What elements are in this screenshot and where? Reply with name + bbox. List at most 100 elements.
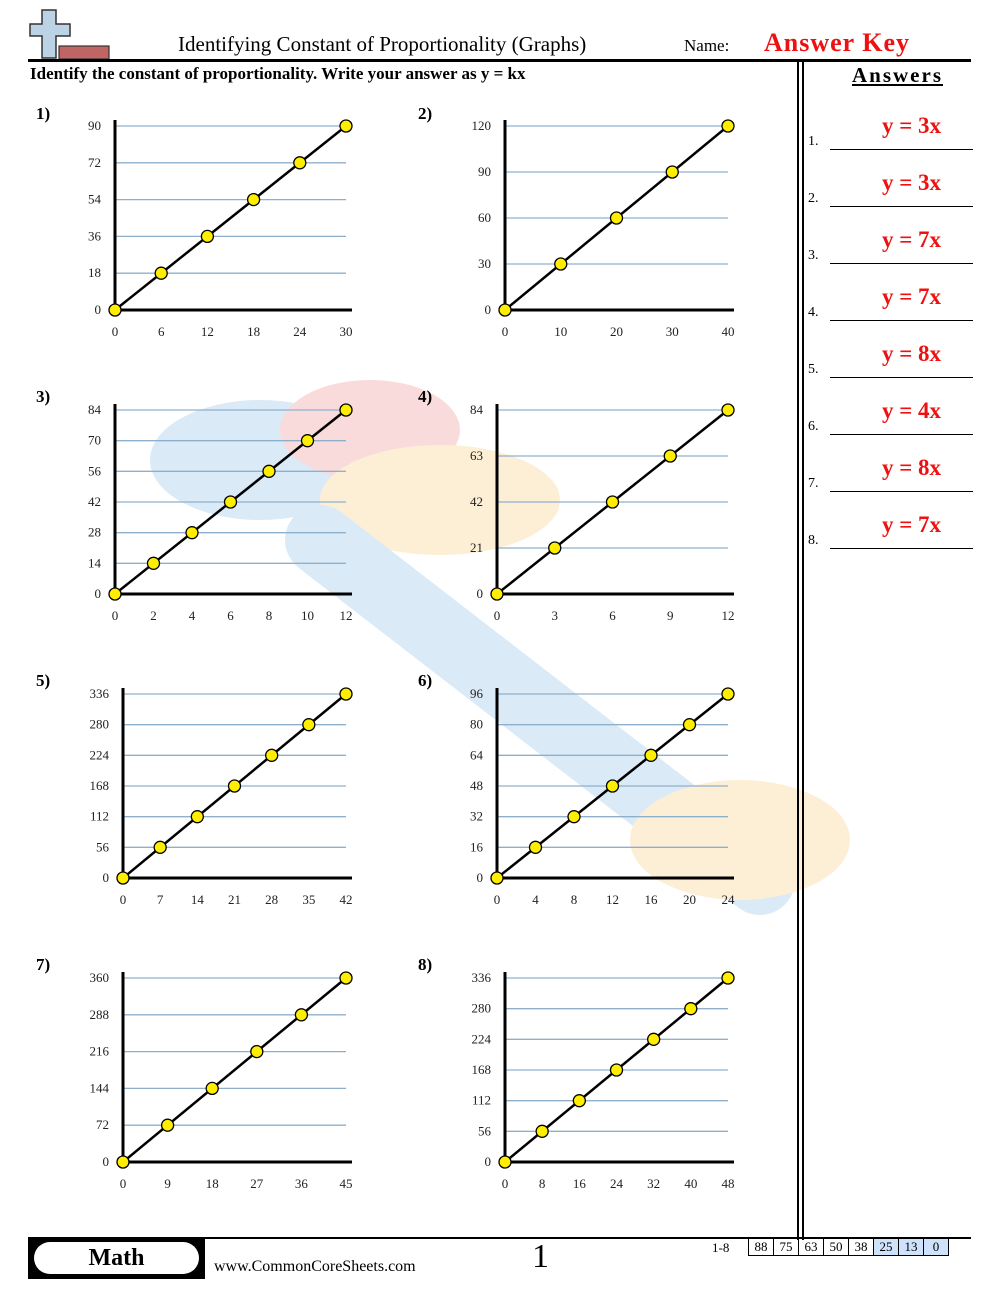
answer-row: 3. y = 7x <box>808 227 973 264</box>
answer-number: 8. <box>808 533 819 548</box>
answer-number: 2. <box>808 191 819 206</box>
svg-text:6: 6 <box>609 608 616 623</box>
svg-text:6: 6 <box>158 324 165 339</box>
svg-text:12: 12 <box>340 608 353 623</box>
name-label: Name: <box>684 36 730 55</box>
svg-text:18: 18 <box>206 1176 219 1191</box>
svg-text:32: 32 <box>647 1176 660 1191</box>
answers-heading: Answers <box>852 63 943 87</box>
answer-row: 8. y = 7x <box>808 512 973 549</box>
proportionality-graph: 0 56 112 168 224 280 336 0 7 14 21 28 35 42 <box>70 680 410 920</box>
svg-text:72: 72 <box>96 1117 109 1132</box>
svg-text:8: 8 <box>571 892 578 907</box>
proportionality-graph: 0 14 28 42 56 70 84 0 2 4 6 8 10 12 <box>70 396 410 636</box>
answer-row: 4. y = 7x <box>808 284 973 321</box>
answer-blank[interactable]: y = 7x <box>830 284 973 321</box>
answer-value: y = 8x <box>881 455 942 480</box>
svg-text:224: 224 <box>90 747 110 762</box>
answer-value: y = 3x <box>881 113 942 138</box>
answer-row: 6. y = 4x <box>808 398 973 435</box>
svg-text:90: 90 <box>478 164 491 179</box>
svg-text:0: 0 <box>112 608 119 623</box>
svg-text:40: 40 <box>684 1176 697 1191</box>
svg-text:9: 9 <box>667 608 674 623</box>
svg-text:16: 16 <box>645 892 659 907</box>
subject-badge: Math <box>28 1237 205 1279</box>
answer-value: y = 3x <box>881 170 942 195</box>
svg-text:10: 10 <box>554 324 567 339</box>
answer-blank[interactable]: y = 3x <box>830 113 973 150</box>
score-cell: 0 <box>923 1239 948 1255</box>
svg-text:14: 14 <box>191 892 205 907</box>
answer-number: 5. <box>808 362 819 377</box>
svg-text:12: 12 <box>201 324 214 339</box>
svg-text:360: 360 <box>90 970 110 985</box>
svg-text:56: 56 <box>478 1123 492 1138</box>
svg-text:63: 63 <box>470 448 483 463</box>
svg-text:24: 24 <box>293 324 307 339</box>
svg-text:0: 0 <box>485 1154 492 1169</box>
answers-column-divider <box>802 60 804 1240</box>
svg-text:35: 35 <box>302 892 315 907</box>
answer-number: 7. <box>808 476 819 491</box>
svg-text:84: 84 <box>470 402 484 417</box>
svg-text:64: 64 <box>470 747 484 762</box>
svg-text:0: 0 <box>485 302 492 317</box>
svg-text:0: 0 <box>103 1154 110 1169</box>
svg-text:0: 0 <box>112 324 119 339</box>
svg-text:0: 0 <box>494 892 501 907</box>
score-cell: 50 <box>823 1239 848 1255</box>
svg-text:48: 48 <box>722 1176 735 1191</box>
question-number: 4) <box>418 387 433 406</box>
question-number: 8) <box>418 955 433 974</box>
svg-text:14: 14 <box>88 555 102 570</box>
svg-text:0: 0 <box>120 1176 127 1191</box>
question-number: 3) <box>36 387 51 406</box>
proportionality-graph: 0 18 36 54 72 90 0 6 12 18 24 30 <box>70 112 410 352</box>
svg-text:56: 56 <box>96 839 110 854</box>
svg-text:21: 21 <box>228 892 241 907</box>
svg-text:18: 18 <box>247 324 260 339</box>
name-field-value[interactable]: Answer Key <box>764 28 911 57</box>
answer-blank[interactable]: y = 3x <box>830 170 973 207</box>
answer-value: y = 7x <box>881 227 942 252</box>
worksheet-title: Identifying Constant of Proportionality … <box>178 32 587 56</box>
answer-row: 7. y = 8x <box>808 455 973 492</box>
svg-text:0: 0 <box>95 302 102 317</box>
svg-text:80: 80 <box>470 717 483 732</box>
svg-text:30: 30 <box>340 324 353 339</box>
subject-label: Math <box>34 1242 199 1274</box>
svg-text:27: 27 <box>250 1176 263 1191</box>
score-cell: 75 <box>773 1239 798 1255</box>
header-divider <box>28 59 971 62</box>
score-cell: 13 <box>898 1239 923 1255</box>
score-cell: 38 <box>848 1239 873 1255</box>
proportionality-graph: 0 30 60 90 120 0 10 20 30 40 <box>452 112 792 352</box>
proportionality-graph: 0 16 32 48 64 80 96 0 4 8 12 16 20 24 <box>452 680 792 920</box>
svg-text:9: 9 <box>164 1176 171 1191</box>
answer-row: 2. y = 3x <box>808 170 973 207</box>
answer-blank[interactable]: y = 8x <box>830 455 973 492</box>
svg-text:0: 0 <box>95 586 102 601</box>
svg-text:90: 90 <box>88 118 101 133</box>
svg-text:16: 16 <box>470 839 484 854</box>
website-link[interactable]: www.CommonCoreSheets.com <box>214 1258 416 1275</box>
score-cell: 63 <box>798 1239 823 1255</box>
question-number: 5) <box>36 671 51 690</box>
answer-number: 6. <box>808 419 819 434</box>
answer-value: y = 8x <box>881 341 942 366</box>
answer-blank[interactable]: y = 8x <box>830 341 973 378</box>
svg-text:60: 60 <box>478 210 491 225</box>
svg-text:336: 336 <box>472 970 492 985</box>
svg-text:0: 0 <box>477 586 484 601</box>
svg-text:20: 20 <box>683 892 696 907</box>
answer-blank[interactable]: y = 7x <box>830 512 973 549</box>
instructions: Identify the constant of proportionality… <box>30 64 526 83</box>
svg-text:45: 45 <box>340 1176 353 1191</box>
answer-blank[interactable]: y = 7x <box>830 227 973 264</box>
answer-blank[interactable]: y = 4x <box>830 398 973 435</box>
question-number: 1) <box>36 104 51 123</box>
svg-text:8: 8 <box>539 1176 546 1191</box>
svg-text:168: 168 <box>90 778 110 793</box>
svg-text:54: 54 <box>88 192 102 207</box>
